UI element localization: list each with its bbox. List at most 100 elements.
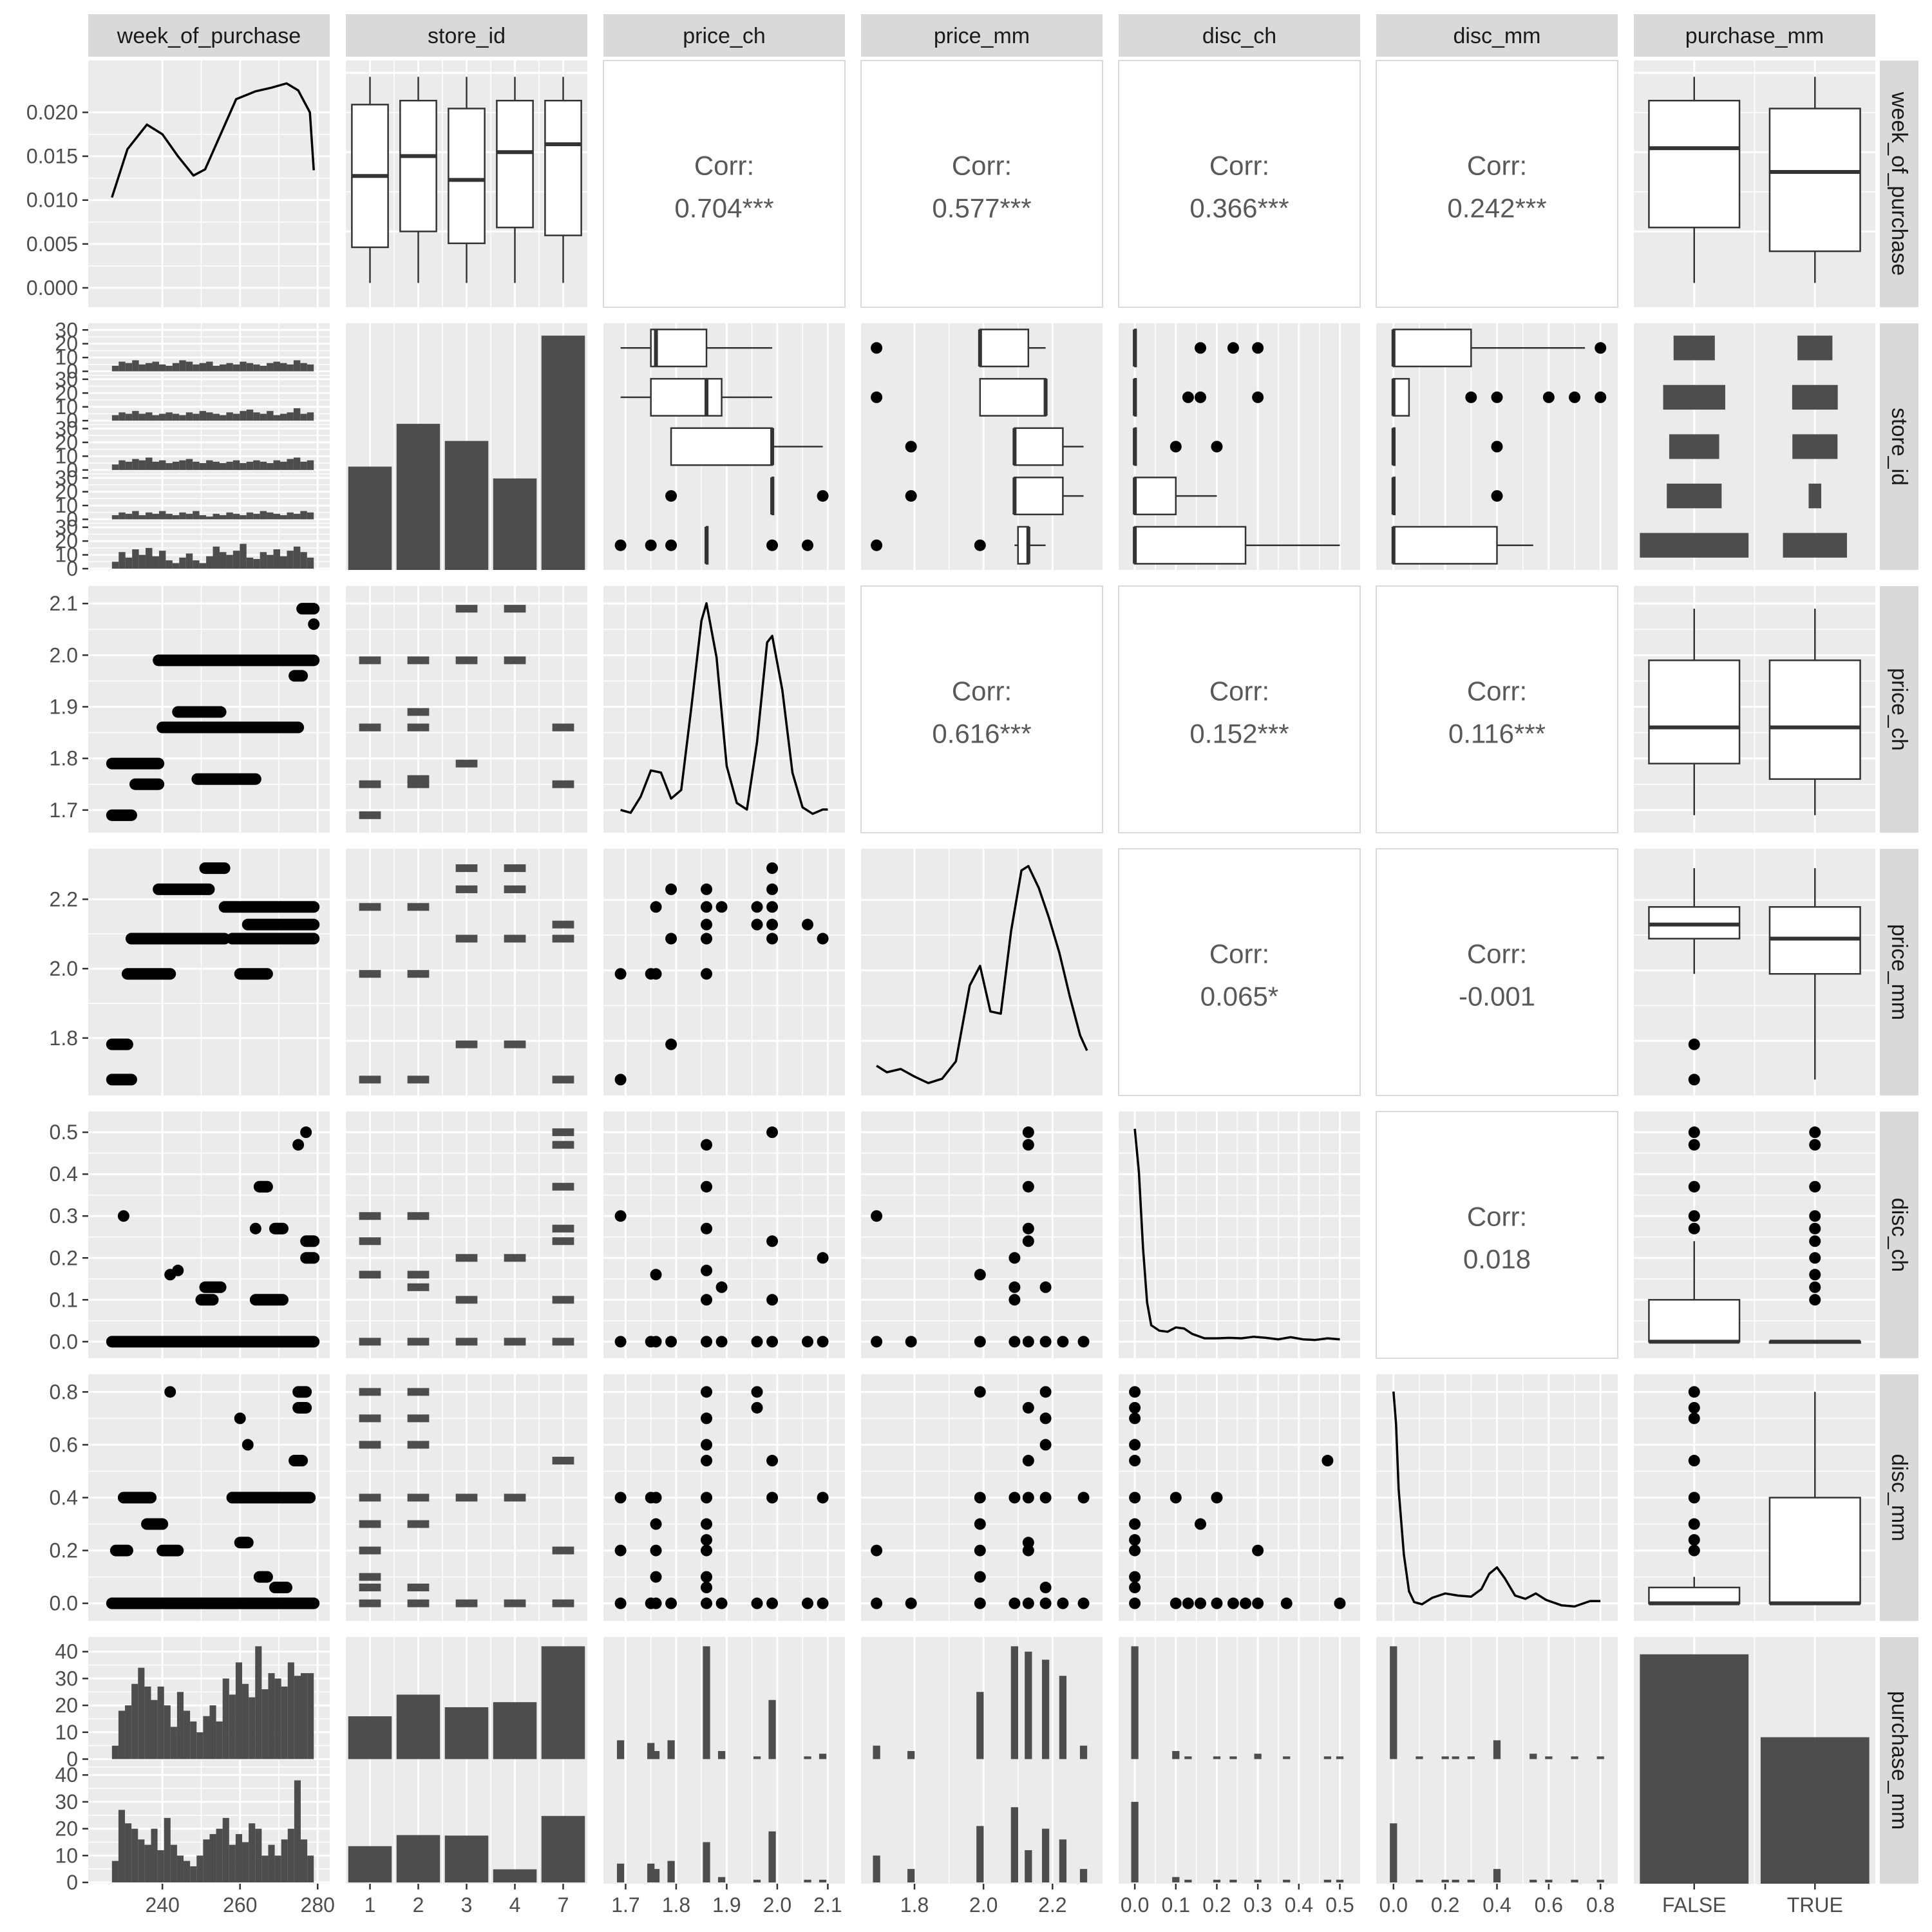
y-tick-label: 2.0 <box>50 643 78 667</box>
scatter-point <box>701 1571 713 1583</box>
strip-mark <box>455 885 478 893</box>
row-strip <box>1880 1374 1918 1621</box>
histogram-bar <box>158 511 166 520</box>
y-tick-label: 0 <box>66 1748 78 1771</box>
box-body <box>1648 1586 1741 1604</box>
scatter-point <box>802 918 814 931</box>
scatter-point <box>1321 1455 1334 1467</box>
histogram-bar <box>185 412 193 421</box>
scatter-point <box>751 918 763 931</box>
strip-labels: week_of_purchase week_of_purchase store_id… <box>88 14 1918 1884</box>
corr-panel-background <box>1376 848 1618 1096</box>
histogram-bar <box>294 1780 301 1882</box>
panel-background <box>88 61 330 307</box>
panel-price_mm-price_ch <box>603 849 845 1095</box>
box-outlier <box>1542 391 1555 403</box>
corr-value: 0.242*** <box>1447 193 1546 223</box>
strip-mark <box>455 1493 478 1502</box>
histogram-bar <box>232 364 240 372</box>
scatter-point <box>766 862 779 875</box>
histogram-bar <box>1229 1879 1237 1882</box>
y-tick-label: 30 <box>55 1790 78 1814</box>
column-strip-label: store_id <box>428 24 506 48</box>
y-tick-label: 0 <box>66 409 78 432</box>
histogram-bar <box>1172 1877 1180 1882</box>
histogram-bar <box>293 408 301 421</box>
column-strip-label: week_of_purchase <box>117 24 301 48</box>
scatter-point <box>650 1571 662 1583</box>
histogram-bar <box>196 1855 204 1882</box>
corr-value: 0.152*** <box>1189 719 1289 749</box>
box-body <box>496 99 534 229</box>
column-strip <box>1376 14 1618 57</box>
histogram-bar <box>158 364 166 372</box>
x-tick-label: 0.0 <box>1121 1893 1149 1917</box>
corr-panel-background <box>1118 60 1361 308</box>
scatter-point <box>766 918 779 931</box>
y-tick-label: 0.000 <box>26 276 78 299</box>
scatter-point <box>751 1386 763 1398</box>
box-outlier <box>614 539 627 551</box>
histogram-bar <box>249 1697 256 1759</box>
row-strip-label: disc_ch <box>1887 1198 1911 1272</box>
histogram-bar <box>118 1710 126 1759</box>
histogram-bar <box>1254 1879 1262 1882</box>
box-outlier <box>817 490 829 502</box>
box-body <box>1014 477 1064 516</box>
histogram-bar <box>138 413 146 421</box>
strip-mark <box>455 656 478 665</box>
histogram-bar <box>1493 1740 1501 1759</box>
scatter-point <box>1129 1412 1141 1425</box>
histogram-bar <box>193 511 200 520</box>
histogram-bar <box>1390 1646 1397 1759</box>
strip-mark <box>552 723 574 732</box>
strip-mark <box>407 775 430 783</box>
histogram-bar <box>132 459 139 470</box>
scatter-point <box>751 1401 763 1414</box>
strip-mark <box>504 1254 526 1262</box>
box-outlier <box>1465 391 1477 403</box>
scatter-point <box>1039 1336 1052 1348</box>
histogram-bar <box>255 1646 262 1759</box>
histogram-bar <box>209 1833 216 1882</box>
box-outlier <box>1688 1492 1700 1504</box>
histogram-bar <box>1493 1869 1501 1882</box>
x-tick-label: 2.0 <box>763 1893 791 1917</box>
x-tick-label: 3 <box>461 1893 473 1917</box>
histogram-bar <box>232 460 240 470</box>
scatter-point <box>1009 1597 1021 1609</box>
scatter-point <box>701 918 713 931</box>
histogram-bar <box>300 363 307 372</box>
y-tick-label: 0.2 <box>50 1539 78 1562</box>
histogram-bar <box>261 1689 269 1759</box>
scatter-point <box>751 1336 763 1348</box>
scatter-point <box>751 1597 763 1609</box>
box-outlier <box>871 539 883 551</box>
histogram-bar <box>158 460 166 470</box>
panel-background <box>1119 1637 1360 1884</box>
histogram-bar <box>166 366 173 372</box>
histogram-bar <box>253 558 260 569</box>
histogram-bar <box>172 461 180 470</box>
histogram-bar <box>229 1694 236 1759</box>
scatter-point <box>701 901 713 913</box>
histogram-bar <box>976 1692 984 1759</box>
panel-purchase_mm-store_id <box>346 1637 587 1884</box>
corr-label: Corr: <box>1467 939 1527 969</box>
scatter-point <box>974 1518 986 1530</box>
scatter-point <box>974 1597 986 1609</box>
histogram-bar <box>199 515 207 520</box>
scatter-point <box>300 1126 312 1139</box>
histogram-bar <box>1596 1756 1604 1759</box>
box-body <box>650 328 708 368</box>
corr-panel-background <box>1376 1111 1618 1359</box>
strip-mark <box>407 1075 430 1084</box>
box-body <box>1133 477 1177 516</box>
histogram-bar <box>118 512 126 520</box>
box-outlier <box>1809 1210 1821 1222</box>
scatter-point <box>701 1544 713 1557</box>
box-outlier <box>974 539 986 551</box>
histogram-bar <box>274 1855 281 1882</box>
y-tick-label: 10 <box>55 544 78 567</box>
